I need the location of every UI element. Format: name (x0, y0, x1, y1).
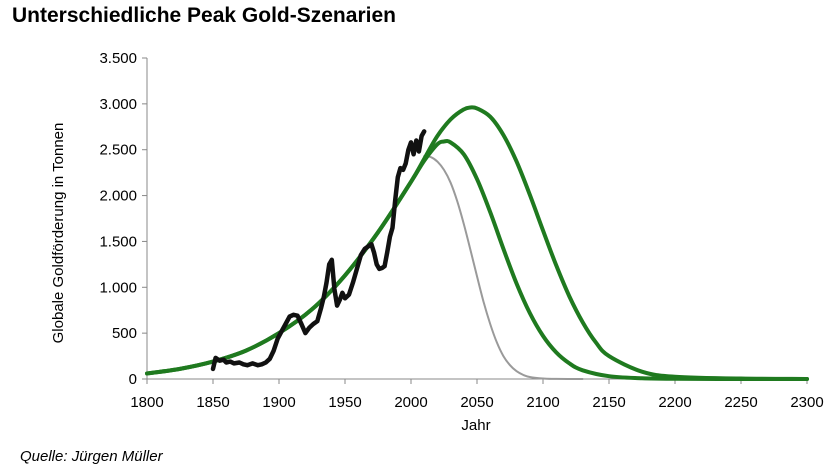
x-tick-label: 2000 (394, 394, 427, 411)
y-tick-label: 0 (129, 371, 137, 388)
y-tick-label: 3.000 (99, 96, 137, 113)
tick-layer: 0 500 1.000 1.500 2.000 2.500 3.000 3.500 1800 18… (99, 50, 823, 411)
x-tick-label: 1850 (196, 394, 229, 411)
x-tick-label: 2100 (526, 394, 559, 411)
y-tick-label: 3.500 (99, 50, 137, 67)
x-axis-title: Jahr (461, 417, 490, 434)
x-tick-label: 2300 (790, 394, 823, 411)
y-tick-label: 2.500 (99, 142, 137, 159)
series-layer (145, 105, 809, 382)
x-tick-label: 2050 (460, 394, 493, 411)
y-tick-label: 500 (112, 325, 137, 342)
y-axis-title: Globale Goldförderung in Tonnen (50, 123, 67, 344)
y-tick-label: 1.000 (99, 279, 137, 296)
y-tick-label: 1.500 (99, 233, 137, 250)
x-tick-label: 1800 (130, 394, 163, 411)
series-line-1 (145, 139, 809, 382)
series-line-3 (210, 129, 427, 372)
y-tick-label: 2.000 (99, 188, 137, 205)
series-line-2 (423, 155, 584, 380)
chart-title: Unterschiedliche Peak Gold-Szenarien (12, 4, 396, 27)
x-tick-label: 1900 (262, 394, 295, 411)
x-tick-label: 1950 (328, 394, 361, 411)
x-tick-label: 2150 (592, 394, 625, 411)
series-line-0 (145, 105, 809, 381)
x-tick-label: 2250 (724, 394, 757, 411)
x-tick-label: 2200 (658, 394, 691, 411)
source-note: Quelle: Jürgen Müller (20, 448, 163, 465)
